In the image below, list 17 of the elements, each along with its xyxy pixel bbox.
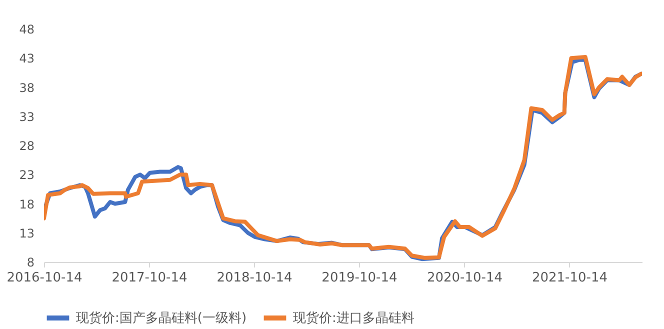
legend-label: 现货价:进口多晶硅料	[293, 311, 414, 326]
legend-label: 现货价:国产多晶硅料(一级料)	[76, 311, 247, 326]
y-tick-label: 18	[19, 197, 34, 212]
y-tick-label: 38	[19, 80, 34, 95]
y-tick-label: 13	[19, 226, 34, 240]
x-tick-label: 2018-10-14	[216, 270, 292, 286]
y-tick-label: 28	[19, 139, 34, 153]
x-tick-label: 2021-10-14	[532, 270, 608, 286]
x-tick-label: 2016-10-14	[6, 270, 82, 286]
y-tick-label: 23	[19, 168, 34, 182]
y-tick-label: 48	[19, 22, 34, 36]
x-tick-label: 2019-10-14	[322, 270, 398, 286]
x-tick-label: 2017-10-14	[112, 270, 188, 286]
y-tick-label: 33	[19, 110, 34, 124]
y-tick-label: 8	[26, 256, 34, 270]
x-tick-label: 2020-10-14	[426, 270, 503, 286]
y-tick-label: 43	[19, 52, 34, 66]
